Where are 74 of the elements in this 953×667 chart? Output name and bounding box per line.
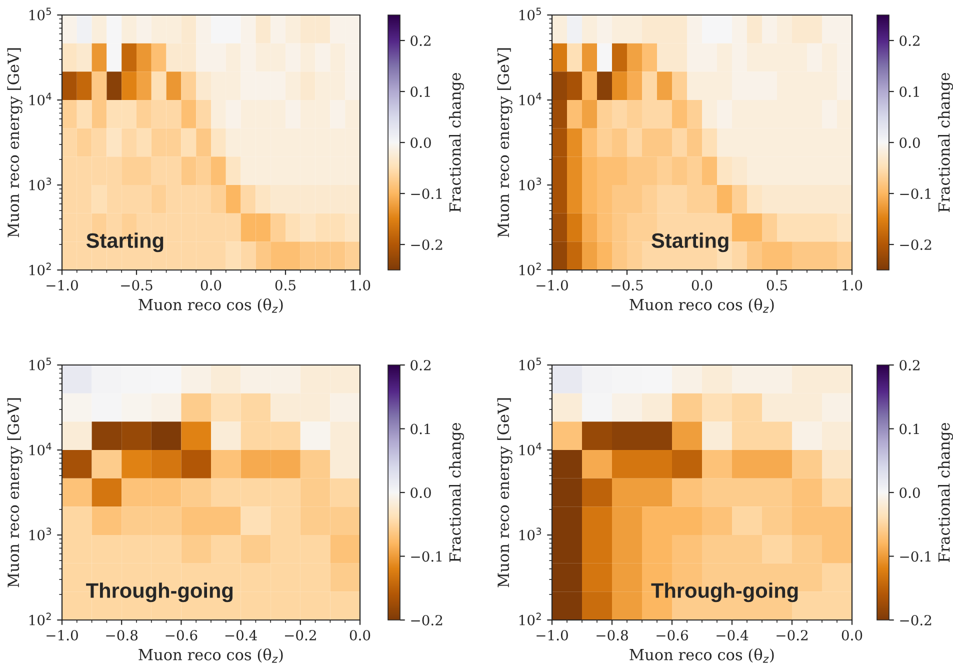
color-bar-label: 0.2 [900, 35, 920, 46]
color-bar-label: 0.0 [900, 487, 920, 498]
x-tick-label: −0.5 [612, 280, 643, 290]
x-tick-label: −1.0 [536, 280, 568, 290]
x-tick-label: −1.0 [536, 630, 568, 640]
x-tick-label: −0.8 [596, 630, 628, 640]
x-tick-label: 0.0 [350, 630, 370, 640]
color-bar-label: −0.2 [411, 614, 442, 626]
color-bar-label: 0.1 [410, 424, 430, 434]
annotation: Starting [86, 232, 164, 252]
y-tick-label: 10$^{5}$ [30, 358, 51, 370]
x-tick-label: −0.4 [716, 630, 748, 640]
color-bar-label: −0.1 [411, 551, 442, 562]
color-bar-label: −0.1 [411, 188, 442, 199]
y-tick-label: 10$^{4}$ [520, 92, 542, 106]
color-bar-label: 0.0 [410, 487, 431, 498]
y-tick-label: 10$^{2}$ [30, 262, 51, 276]
x-axis-title: Muon reco cos (θ$_{z}$) [138, 648, 283, 663]
annotation: Through-going [651, 582, 798, 602]
y-tick-label: 10$^{3}$ [520, 178, 542, 190]
color-bar-label: 0.1 [900, 86, 919, 97]
color-bar-label: −0.2 [411, 239, 442, 250]
y-tick-label: 10$^{2}$ [520, 612, 541, 626]
x-axis-title: Muon reco cos (θ$_{z}$) [630, 648, 774, 663]
y-axis-title: Muon reco energy [GeV] [7, 398, 22, 588]
x-tick-label: 0.5 [766, 280, 787, 290]
y-axis-title: Muon reco energy [GeV] [497, 398, 512, 588]
y-tick-label: 10$^{3}$ [30, 178, 52, 190]
y-tick-label: 10$^{4}$ [30, 92, 52, 106]
color-bar-label: 0.0 [410, 137, 431, 148]
x-tick-label: −1.0 [46, 280, 78, 290]
x-tick-label: −0.4 [225, 630, 257, 640]
y-tick-label: 10$^{3}$ [30, 528, 52, 540]
x-axis-title: Muon reco cos (θ$_{z}$) [630, 298, 774, 313]
y-tick-label: 10$^{2}$ [30, 612, 51, 626]
x-tick-label: −0.6 [656, 630, 688, 640]
x-tick-label: 0.0 [200, 280, 222, 290]
x-tick-label: 0.0 [842, 630, 862, 640]
x-tick-label: −0.6 [166, 630, 198, 640]
color-bar-label: 0.0 [900, 137, 920, 148]
y-tick-label: 10$^{4}$ [30, 442, 52, 456]
color-bar-title: Fractional change [938, 422, 953, 562]
color-bar-label: 0.1 [410, 86, 430, 97]
color-bar-label: 0.2 [410, 360, 430, 370]
y-tick-label: 10$^{4}$ [520, 442, 542, 456]
y-tick-label: 10$^{5}$ [30, 8, 51, 20]
y-tick-label: 10$^{3}$ [520, 528, 542, 540]
x-tick-label: 0.5 [275, 280, 296, 290]
color-bar-label: 0.2 [410, 35, 430, 46]
y-axis-title: Muon reco energy [GeV] [7, 48, 22, 238]
x-tick-label: −1.0 [46, 630, 78, 640]
x-tick-label: −0.5 [121, 280, 152, 290]
color-bar-label: 0.2 [900, 360, 920, 370]
x-tick-label: 0.0 [692, 280, 712, 290]
color-bar-title: Fractional change [938, 72, 953, 212]
color-bar-label: −0.1 [900, 551, 930, 562]
annotation: Through-going [86, 582, 233, 602]
color-bar-label: −0.1 [900, 188, 930, 199]
x-tick-label: −0.2 [285, 630, 316, 640]
y-tick-label: 10$^{2}$ [520, 262, 541, 276]
y-tick-label: 10$^{5}$ [520, 358, 541, 370]
color-bar-title: Fractional change [449, 72, 464, 212]
annotation: Starting [652, 232, 728, 252]
x-tick-label: 1.0 [842, 280, 862, 290]
x-tick-label: −0.8 [106, 630, 138, 640]
y-tick-label: 10$^{5}$ [520, 8, 541, 20]
y-axis-title: Muon reco energy [GeV] [497, 48, 512, 238]
color-bar-label: −0.2 [900, 614, 932, 626]
color-bar-label: −0.2 [900, 239, 932, 250]
color-bar-label: 0.1 [900, 424, 919, 434]
color-bar-title: Fractional change [449, 422, 464, 562]
x-axis-title: Muon reco cos (θ$_{z}$) [138, 298, 283, 313]
x-tick-label: −0.2 [776, 630, 808, 640]
x-tick-label: 1.0 [350, 280, 370, 290]
